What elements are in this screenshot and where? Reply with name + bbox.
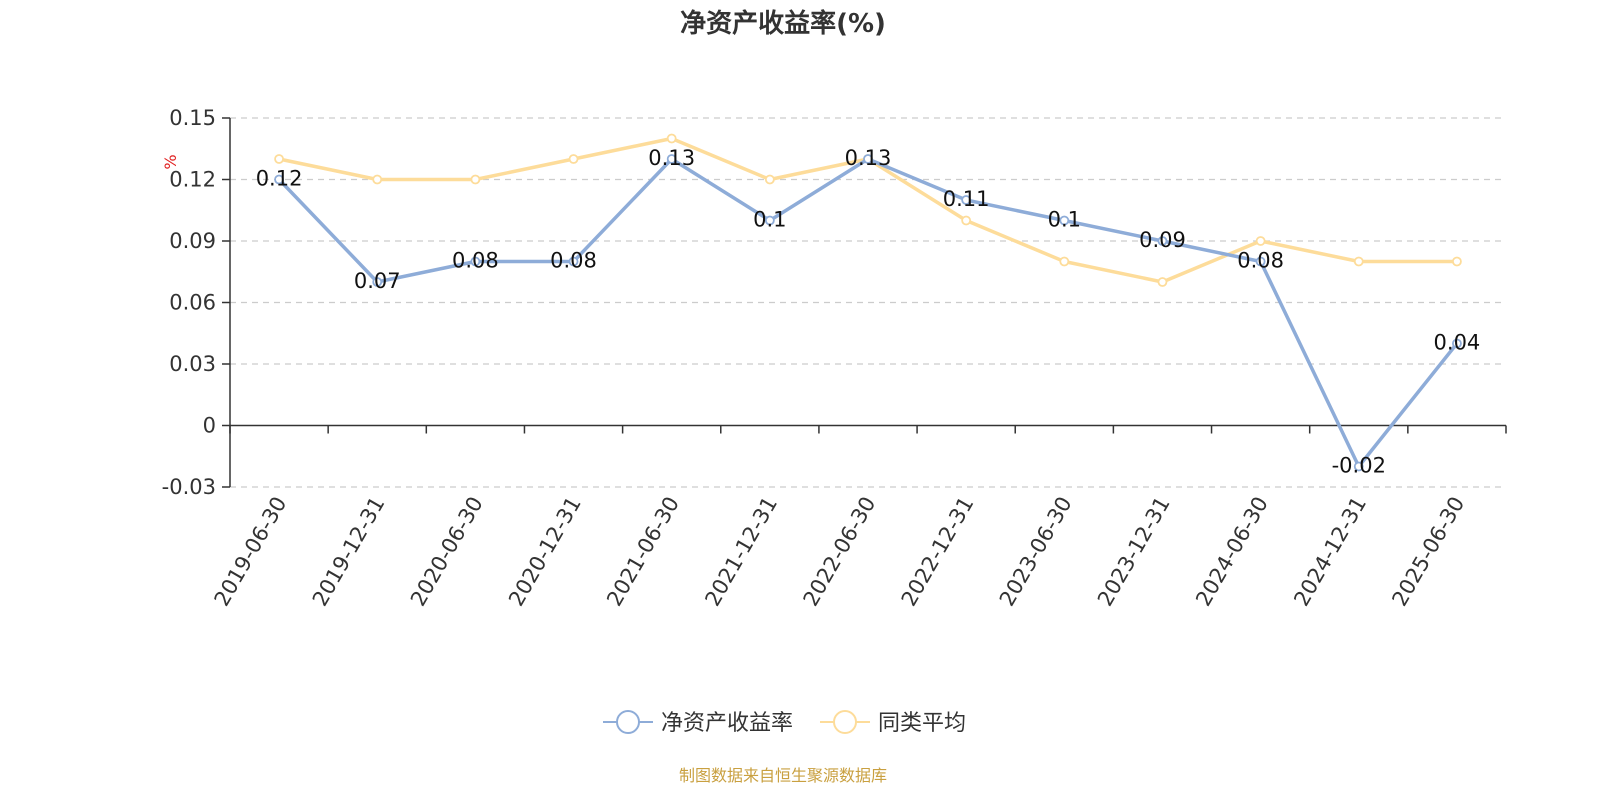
y-tick-label: 0.09	[169, 229, 216, 253]
legend-label: 净资产收益率	[661, 711, 793, 736]
data-label: 0.08	[1237, 249, 1284, 273]
series-point-0	[863, 154, 873, 164]
series-point-1	[1255, 236, 1266, 246]
series-point-0	[1157, 236, 1168, 246]
series-point-0	[1059, 215, 1070, 226]
x-tick-label: 2024-06-30	[1191, 493, 1273, 611]
y-tick-label: 0.03	[169, 352, 216, 376]
chart-title: 净资产收益率(%)	[680, 8, 886, 39]
series-point-1	[961, 215, 972, 226]
series-line-0	[277, 157, 1459, 469]
x-tick-label: 2022-06-30	[799, 493, 881, 611]
series-point-0	[372, 277, 383, 287]
x-tick-label: 2023-12-31	[1093, 493, 1175, 611]
y-tick-label: 0.15	[169, 106, 216, 130]
data-label: 0.1	[1048, 208, 1081, 232]
series-point-1	[764, 174, 775, 185]
x-tick-label: 2021-06-30	[602, 493, 684, 611]
grid-lines	[230, 117, 1506, 488]
data-label: -0.02	[1332, 454, 1386, 478]
data-label: 0.07	[354, 269, 401, 293]
legend-marker	[616, 710, 640, 734]
x-tick-label: 2021-12-31	[700, 493, 782, 611]
data-label: 0.04	[1434, 331, 1481, 355]
data-label: 0.08	[452, 249, 499, 273]
x-tick-label: 2022-12-31	[897, 492, 979, 610]
series-point-1	[568, 154, 579, 164]
x-tick-label: 2023-06-30	[995, 493, 1077, 611]
y-tick-label: 0	[203, 414, 216, 438]
data-label: 0.13	[845, 146, 892, 170]
series-point-0	[274, 174, 284, 185]
series-point-1	[1059, 256, 1070, 267]
series-point-1	[1157, 277, 1168, 287]
data-label: 0.11	[943, 187, 990, 211]
source-note: 制图数据来自恒生聚源数据库	[679, 766, 887, 785]
legend[interactable]: 净资产收益率 同类平均	[603, 710, 966, 736]
x-tick-label: 2025-06-30	[1387, 493, 1469, 611]
series-point-0	[764, 215, 775, 226]
x-tick-label: 2019-06-30	[210, 493, 292, 611]
series-point-0	[961, 195, 972, 205]
legend-marker	[833, 710, 857, 734]
data-labels: 0.12 0.07 0.08 0.08 0.13 0.1 0.13 0.11 0.1 0.09 0.…	[256, 146, 1481, 478]
series-point-0	[568, 256, 579, 267]
series-lines	[274, 133, 1462, 472]
series-point-1	[470, 174, 481, 185]
y-tick-label: 0.12	[169, 168, 216, 192]
legend-label: 同类平均	[878, 711, 966, 736]
x-tick-label: 2020-06-30	[406, 493, 488, 611]
series-point-0	[1452, 338, 1462, 349]
series-point-0	[1255, 256, 1266, 267]
data-label: 0.12	[256, 167, 303, 191]
series-point-0	[470, 256, 481, 267]
data-label: 0.08	[550, 249, 597, 273]
series-point-1	[274, 154, 284, 164]
data-label: 0.09	[1139, 228, 1186, 252]
x-tick-label: 2024-12-31	[1289, 493, 1371, 611]
x-tick-label: 2020-12-31	[504, 493, 586, 611]
y-axis-unit: %	[161, 154, 180, 169]
data-label: 0.13	[648, 146, 695, 170]
series-point-1	[372, 174, 383, 185]
series-point-0	[1353, 461, 1364, 472]
series-point-1	[1452, 256, 1462, 267]
x-tick-label: 2019-12-31	[308, 493, 390, 611]
series-point-1	[1353, 256, 1364, 267]
y-tick-label: 0.06	[169, 291, 216, 315]
y-tick-label: -0.03	[162, 475, 216, 499]
series-point-0	[666, 154, 677, 164]
data-label: 0.1	[753, 208, 786, 232]
series-point-1	[666, 133, 677, 144]
